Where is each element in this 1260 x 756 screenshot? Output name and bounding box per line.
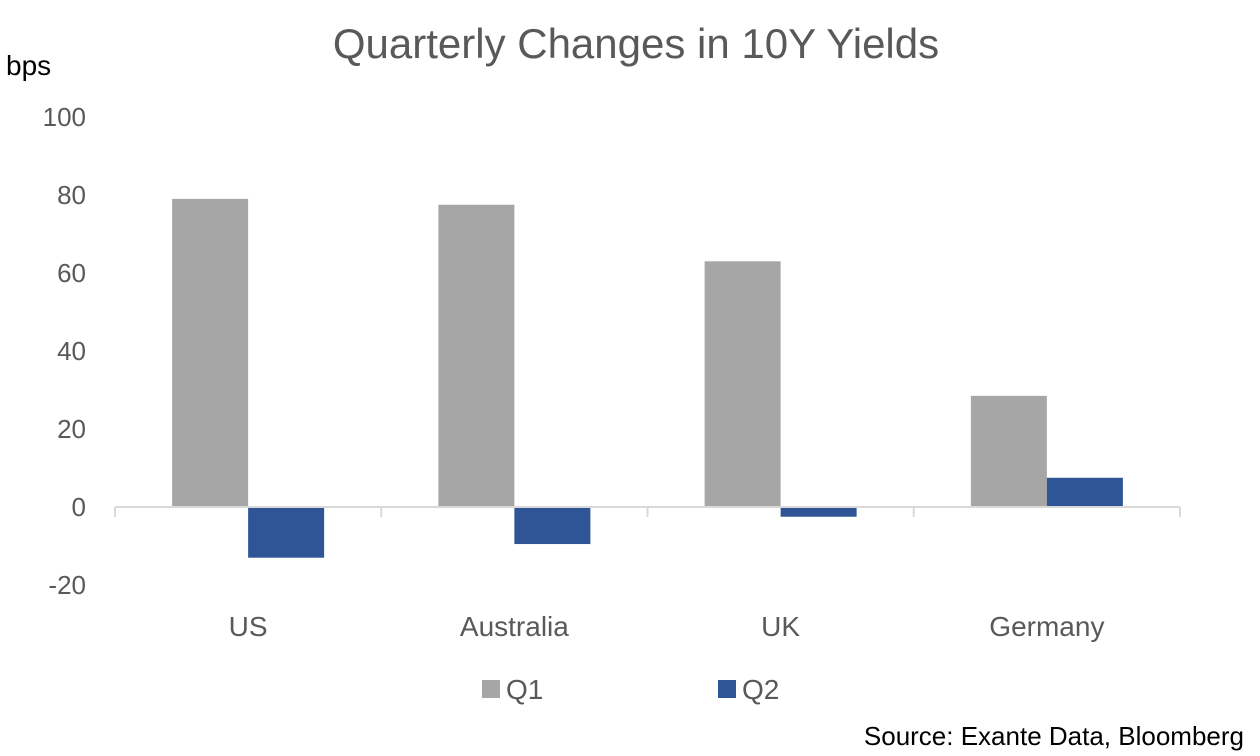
legend-label-q2: Q2 [742, 674, 779, 705]
y-axis-ticks: 100 80 60 40 20 0 -20 [43, 102, 86, 600]
bar-q2-germany [1046, 477, 1123, 507]
bar-q1-australia [438, 204, 515, 507]
bar-q1-germany [970, 395, 1047, 507]
bar-q2-us [248, 507, 325, 558]
y-tick-label: 80 [57, 180, 86, 210]
y-tick-label: -20 [48, 570, 86, 600]
legend-swatch-q1 [482, 680, 500, 698]
bar-q2-australia [514, 507, 591, 545]
y-tick-label: 20 [57, 414, 86, 444]
category-labels: US Australia UK Germany [229, 611, 1105, 642]
y-tick-label: 40 [57, 336, 86, 366]
bar-q2-uk [780, 507, 857, 517]
legend-label-q1: Q1 [506, 674, 543, 705]
y-tick-label: 60 [57, 258, 86, 288]
bars [172, 198, 1123, 558]
y-tick-label: 0 [72, 492, 86, 522]
category-label-germany: Germany [989, 611, 1104, 642]
bar-q1-us [172, 198, 249, 507]
category-label-us: US [229, 611, 268, 642]
y-tick-label: 100 [43, 102, 86, 132]
category-label-uk: UK [761, 611, 800, 642]
bar-q1-uk [704, 261, 781, 507]
legend-swatch-q2 [718, 680, 736, 698]
chart-title: Quarterly Changes in 10Y Yields [333, 20, 939, 67]
category-label-australia: Australia [460, 611, 569, 642]
legend: Q1 Q2 [482, 674, 779, 705]
source-note: Source: Exante Data, Bloomberg [864, 721, 1244, 751]
y-axis-unit-label: bps [6, 50, 51, 81]
x-axis [114, 506, 1181, 517]
